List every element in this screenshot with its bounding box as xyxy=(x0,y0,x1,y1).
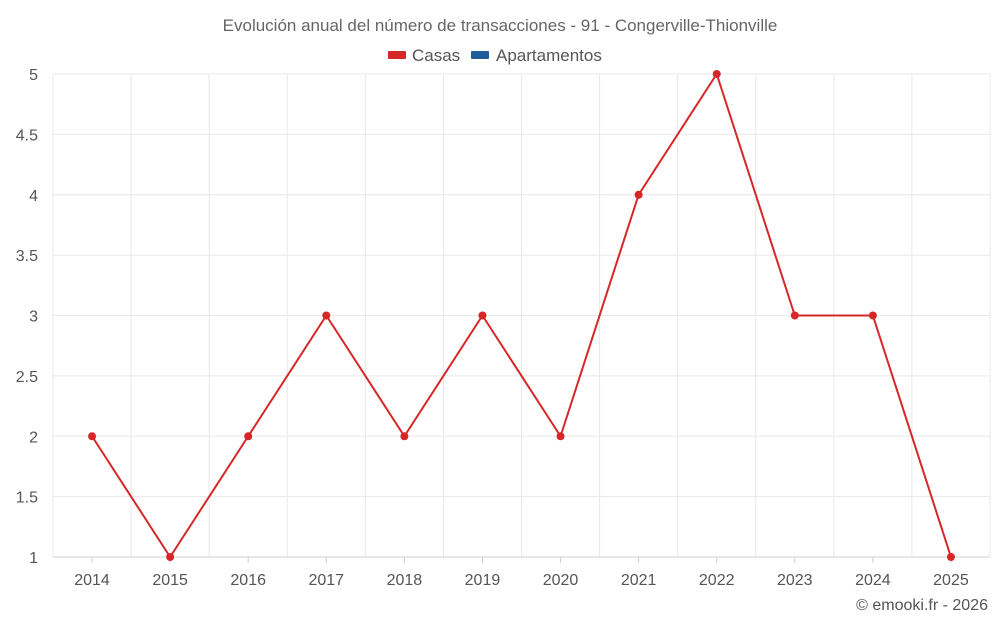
legend-label-apartamentos: Apartamentos xyxy=(496,46,602,65)
data-point-casas-2016[interactable] xyxy=(244,432,253,441)
data-point-casas-2025[interactable] xyxy=(946,553,955,561)
x-tick-label: 2019 xyxy=(465,572,501,589)
legend-item-casas[interactable]: Casas xyxy=(388,46,460,65)
x-tick-label: 2020 xyxy=(543,572,579,589)
x-tick-label: 2016 xyxy=(230,572,266,589)
credit-text: © emooki.fr - 2026 xyxy=(856,597,988,614)
series-line-casas xyxy=(91,73,952,558)
axes: 1 1.5 2 2.5 3 3.5 4 4.5 5 2014 2015 2016 2017 2018 201… xyxy=(16,67,990,589)
y-tick-label: 1.5 xyxy=(16,490,38,507)
data-point-casas-2022[interactable] xyxy=(712,70,721,78)
grid xyxy=(52,73,991,557)
y-tick-label: 1 xyxy=(29,550,38,567)
data-point-casas-2023[interactable] xyxy=(790,311,799,320)
y-tick-label: 2.5 xyxy=(16,369,38,386)
y-tick-label: 3 xyxy=(29,309,38,326)
legend-label-casas: Casas xyxy=(412,46,460,65)
y-tick-label: 3.5 xyxy=(16,248,38,265)
y-tick-label: 4 xyxy=(29,188,38,205)
data-point-casas-2024[interactable] xyxy=(868,311,877,320)
y-tick-label: 4.5 xyxy=(16,127,38,144)
x-tick-label: 2022 xyxy=(699,572,735,589)
data-point-casas-2021[interactable] xyxy=(634,190,643,199)
legend-swatch-casas xyxy=(388,51,406,59)
y-tick-label: 2 xyxy=(29,429,38,446)
x-tick-label: 2017 xyxy=(308,572,344,589)
legend-item-apartamentos[interactable]: Apartamentos xyxy=(471,46,602,65)
data-point-casas-2015[interactable] xyxy=(166,553,175,561)
data-point-casas-2017[interactable] xyxy=(322,311,331,320)
x-tick-label: 2015 xyxy=(152,572,188,589)
x-tick-label: 2014 xyxy=(74,572,110,589)
legend[interactable]: Casas Apartamentos xyxy=(388,46,602,65)
data-point-casas-2020[interactable] xyxy=(556,432,565,441)
legend-swatch-apartamentos xyxy=(471,51,489,59)
x-tick-label: 2024 xyxy=(855,572,891,589)
x-tick-label: 2021 xyxy=(621,572,657,589)
y-tick-label: 5 xyxy=(29,67,38,84)
chart-title: Evolución anual del número de transaccio… xyxy=(223,16,778,35)
x-tick-label: 2025 xyxy=(933,572,969,589)
data-point-casas-2018[interactable] xyxy=(400,432,409,441)
data-point-casas-2019[interactable] xyxy=(478,311,487,320)
series-casas xyxy=(88,70,955,561)
data-point-casas-2014[interactable] xyxy=(88,432,97,441)
x-tick-label: 2018 xyxy=(387,572,423,589)
x-tick-label: 2023 xyxy=(777,572,813,589)
